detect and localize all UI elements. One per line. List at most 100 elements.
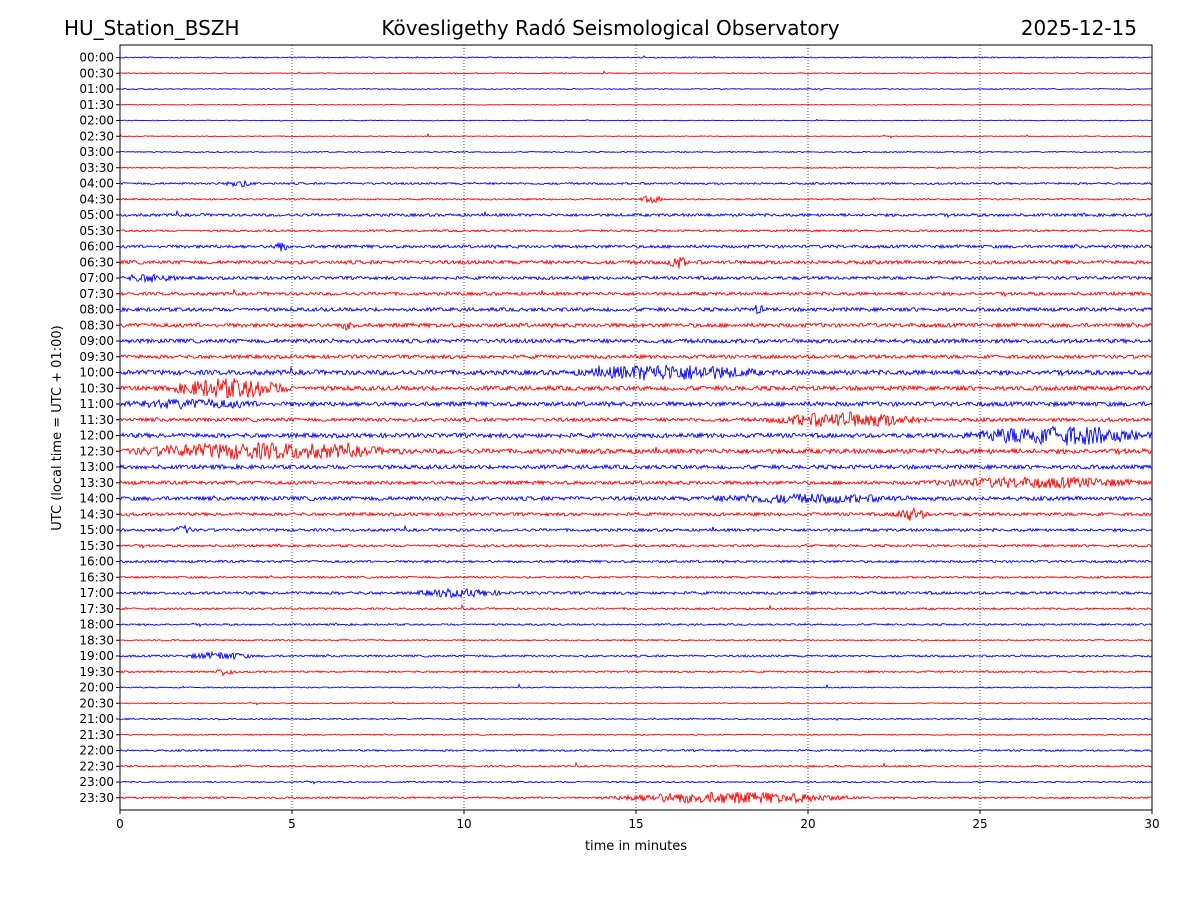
y-tick-label: 23:30 [79,791,114,805]
chart-title: Kövesligethy Radó Seismological Observat… [381,16,840,40]
trace-1500 [119,524,1153,534]
y-tick-label: 12:30 [79,444,114,458]
trace-0430 [119,195,1153,204]
trace-0000 [119,55,1153,59]
y-tick-label: 07:30 [79,287,114,301]
x-axis-label: time in minutes [585,839,687,854]
trace-0130 [119,103,1153,106]
trace-1430 [119,507,1153,521]
y-tick-label: 09:00 [79,334,114,348]
x-tick-label-0: 0 [116,817,124,831]
y-tick-label: 20:30 [79,696,114,710]
trace-1930 [119,668,1153,677]
trace-2330 [119,791,1153,805]
traces [119,55,1153,805]
y-tick-label: 20:00 [79,681,114,695]
trace-0930 [119,353,1153,360]
x-tick-label-20: 20 [800,817,815,831]
y-tick-label: 14:30 [79,507,114,521]
y-tick-label: 17:00 [79,586,114,600]
trace-0800 [119,304,1153,315]
trace-1900 [119,650,1153,661]
trace-1400 [119,492,1153,505]
x-tick-label-25: 25 [972,817,987,831]
y-tick-label: 12:00 [79,429,114,443]
y-tick-label: 15:00 [79,523,114,537]
y-tick-label: 10:00 [79,366,114,380]
y-tick-label: 05:00 [79,208,114,222]
x-tick-label-10: 10 [456,817,471,831]
x-tick-label-30: 30 [1144,817,1159,831]
trace-2130 [119,732,1153,736]
trace-2200 [119,748,1153,753]
y-tick-label: 18:00 [79,618,114,632]
trace-0500 [119,209,1153,219]
gridlines [291,45,981,810]
y-tick-label: 04:30 [79,192,114,206]
y-tick-label: 05:30 [79,224,114,238]
y-tick-label: 01:30 [79,98,114,112]
y-tick-label: 22:00 [79,744,114,758]
trace-1230 [119,442,1153,461]
trace-1130 [119,411,1153,428]
trace-2230 [119,761,1153,768]
trace-0700 [119,273,1153,284]
y-tick-label: 06:00 [79,240,114,254]
y-tick-label: 04:00 [79,177,114,191]
y-tick-label: 06:30 [79,255,114,269]
y-tick-label: 11:30 [79,413,114,427]
y-tick-label: 22:30 [79,759,114,773]
y-tick-label: 18:30 [79,633,114,647]
trace-1730 [119,603,1153,611]
trace-0600 [119,241,1153,252]
y-tick-label: 08:30 [79,318,114,332]
trace-1000 [119,364,1153,381]
y-tick-label: 19:30 [79,665,114,679]
trace-1830 [119,638,1153,643]
y-tick-label: 08:00 [79,303,114,317]
trace-1200 [119,425,1153,446]
trace-1600 [119,559,1153,565]
trace-0230 [119,132,1153,139]
trace-2100 [119,717,1153,722]
trace-0330 [119,165,1153,170]
trace-1630 [119,575,1153,580]
y-tick-label: 21:30 [79,728,114,742]
y-tick-label: 14:00 [79,492,114,506]
trace-1800 [119,622,1153,628]
y-tick-label: 16:30 [79,570,114,584]
trace-1530 [119,543,1153,549]
trace-0630 [119,257,1153,269]
y-tick-label: 17:30 [79,602,114,616]
y-tick-label: 21:00 [79,712,114,726]
trace-0030 [119,70,1153,75]
trace-0730 [119,288,1153,298]
y-tick-label: 19:00 [79,649,114,663]
x-tick-label-5: 5 [288,817,296,831]
trace-0400 [119,180,1153,188]
station-label: HU_Station_BSZH [64,16,240,40]
y-tick-label: 13:30 [79,476,114,490]
y-tick-label: 03:30 [79,161,114,175]
trace-0300 [119,150,1153,154]
y-tick-label: 16:00 [79,555,114,569]
x-tick-label-15: 15 [628,817,643,831]
trace-0100 [119,87,1153,91]
y-tick-label: 09:30 [79,350,114,364]
trace-1100 [119,397,1153,410]
y-tick-label: 10:30 [79,381,114,395]
y-tick-label: 00:00 [79,51,114,65]
y-tick-label: 02:00 [79,114,114,128]
trace-1030 [119,378,1153,399]
y-tick-label: 11:00 [79,397,114,411]
y-tick-label: 01:00 [79,82,114,96]
trace-2030 [119,701,1153,706]
y-axis-label: UTC (local time = UTC + 01:00) [50,325,65,530]
y-tick-label: 02:30 [79,129,114,143]
y-tick-label: 03:00 [79,145,114,159]
trace-0530 [119,228,1153,233]
trace-0900 [119,337,1153,345]
y-tick-label: 15:30 [79,539,114,553]
trace-1330 [119,475,1153,490]
